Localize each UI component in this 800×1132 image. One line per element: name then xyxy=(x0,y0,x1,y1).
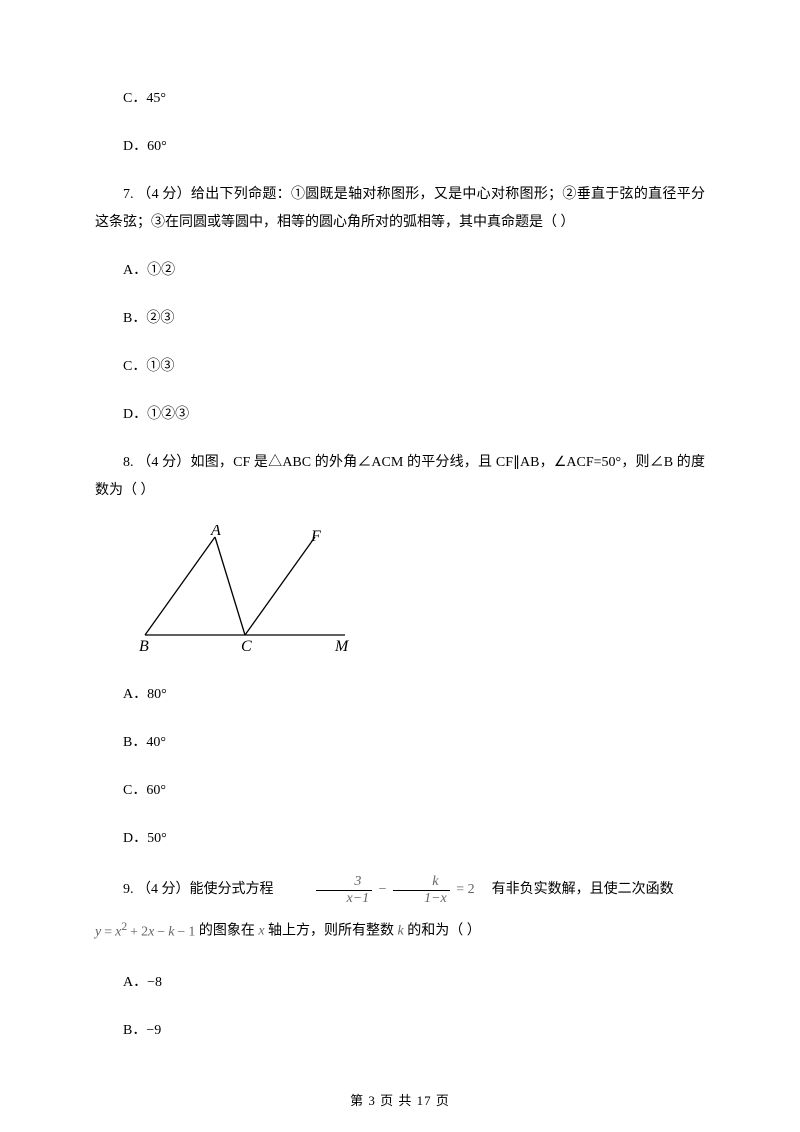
line-ba xyxy=(145,537,215,635)
q8-option-b: B．40° xyxy=(95,729,705,757)
label-b: B xyxy=(139,638,149,655)
line-cf xyxy=(245,537,315,635)
q7-option-b: B．②③ xyxy=(95,305,705,333)
q8-figure: A F B C M xyxy=(135,525,705,663)
label-a: A xyxy=(210,525,221,539)
frac-1: 3 x−1 xyxy=(316,875,373,906)
q9-stem-line1: 9. （4 分）能使分式方程 3 x−1 − k 1−x = 2 有非负实数解，… xyxy=(95,873,705,907)
q8-option-c: C．60° xyxy=(95,777,705,805)
q9-stem-post3: 的和为（ ） xyxy=(407,923,481,938)
q7-option-d: D．①②③ xyxy=(95,401,705,429)
q9-stem-post2: 轴上方，则所有整数 xyxy=(268,923,394,938)
q7-option-c: C．①③ xyxy=(95,353,705,381)
q9-fraction-eq: 3 x−1 − k 1−x = 2 xyxy=(288,873,478,907)
q9-option-b: B．−9 xyxy=(95,1017,705,1045)
q8-stem: 8. （4 分）如图，CF 是△ABC 的外角∠ACM 的平分线，且 CF∥AB… xyxy=(95,449,705,505)
frac-2: k 1−x xyxy=(393,875,450,906)
line-ac xyxy=(215,537,245,635)
q8-figure-svg: A F B C M xyxy=(135,525,355,655)
q6-option-c: C．45° xyxy=(95,85,705,113)
page-footer: 第 3 页 共 17 页 xyxy=(0,1091,800,1112)
q6-option-d: D．60° xyxy=(95,133,705,161)
q9-k-var: k xyxy=(398,923,404,938)
q9-stem-post1: 的图象在 xyxy=(199,923,255,938)
q9-x-var: x xyxy=(258,923,264,938)
q9-eq-y: y=x2+2x−k−1 xyxy=(95,913,195,949)
q9-stem-mid: 有非负实数解，且使二次函数 xyxy=(492,882,674,897)
q8-option-a: A．80° xyxy=(95,681,705,709)
q9-stem-pre: 9. （4 分）能使分式方程 xyxy=(123,882,274,897)
q9-stem-line2: y=x2+2x−k−1 的图象在 x 轴上方，则所有整数 k 的和为（ ） xyxy=(95,913,705,949)
q8-option-d: D．50° xyxy=(95,825,705,853)
label-m: M xyxy=(334,638,350,655)
q7-stem: 7. （4 分）给出下列命题：①圆既是轴对称图形，又是中心对称图形；②垂直于弦的… xyxy=(95,181,705,237)
q9-option-a: A．−8 xyxy=(95,969,705,997)
q7-option-a: A．①② xyxy=(95,257,705,285)
label-f: F xyxy=(310,528,321,545)
label-c: C xyxy=(241,638,252,655)
